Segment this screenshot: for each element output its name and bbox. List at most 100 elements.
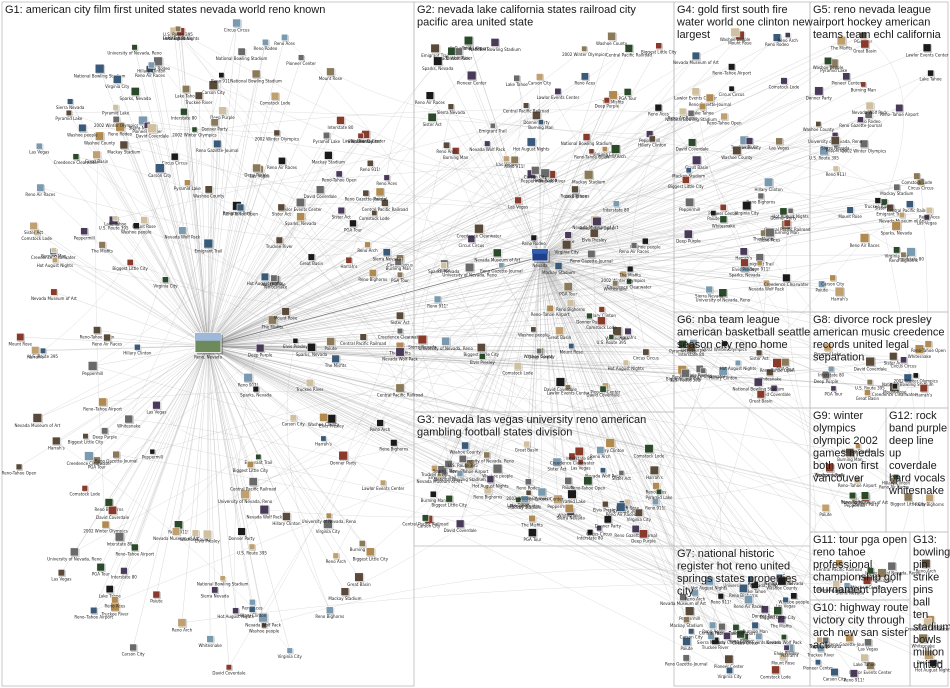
graph-node[interactable]: Harrah's <box>646 465 663 480</box>
graph-node[interactable]: Sparks, Nevada <box>285 212 317 227</box>
graph-node[interactable]: Reno-Tahoe Open <box>570 476 606 491</box>
graph-node[interactable]: Burning Man <box>386 258 412 271</box>
graph-node[interactable]: Great Basin <box>749 390 773 404</box>
graph-node[interactable]: Circus Circus <box>224 18 250 33</box>
graph-node[interactable]: Mackay Stadium <box>841 443 875 455</box>
graph-node[interactable]: Whitesnake <box>911 633 935 648</box>
graph-node[interactable]: 2002 Winter Olympics <box>94 116 138 128</box>
graph-node[interactable]: Reno Gazette-Journal <box>95 450 138 464</box>
graph-node[interactable]: University of Nevada, Reno <box>218 489 273 504</box>
graph-node[interactable]: Sparks, Nevada <box>433 460 465 473</box>
graph-node[interactable]: Deep Purple <box>92 427 117 440</box>
graph-node[interactable]: Lake Tahoe <box>744 581 767 594</box>
graph-node[interactable]: Biggest Little City <box>668 176 704 189</box>
graph-node[interactable]: Circus Circus <box>458 235 484 248</box>
graph-node[interactable]: Sierra Nevada <box>129 115 158 130</box>
graph-node[interactable]: University of Nevada, Reno <box>865 561 920 576</box>
graph-node[interactable]: National Bowling Stadium <box>216 47 268 61</box>
graph-node[interactable]: Nevada Wolf Pack <box>852 101 888 115</box>
graph-node[interactable]: Sister Act <box>24 221 44 235</box>
graph-node[interactable]: Mount Rose <box>838 206 862 219</box>
graph-node[interactable]: PGA Tour <box>824 385 843 397</box>
graph-node[interactable]: Paiute <box>819 504 832 517</box>
graph-node[interactable]: Reno–Tahoe Airport <box>880 104 919 117</box>
graph-node[interactable]: Burning Man <box>41 247 67 259</box>
graph-node[interactable]: Mount Rose <box>9 333 33 346</box>
graph-node[interactable]: The Misfits <box>769 615 792 629</box>
graph-node[interactable]: PGA Tour <box>776 358 795 372</box>
graph-node[interactable]: Elvis Presley <box>283 338 309 349</box>
graph-node[interactable]: Hot August Nights <box>772 207 809 219</box>
graph-node[interactable]: Elvis Presley <box>593 501 618 513</box>
graph-node[interactable]: Sister Act <box>423 112 443 127</box>
graph-node[interactable]: Truckee River <box>806 644 835 657</box>
graph-node[interactable]: Hot August Nights <box>608 359 644 371</box>
graph-node[interactable]: Central Pacific Railroad <box>606 44 653 58</box>
graph-node[interactable]: The Misfits <box>830 36 853 50</box>
graph-node[interactable]: David Coverdale <box>854 356 888 372</box>
graph-node[interactable]: Mackay Stadium <box>312 151 345 165</box>
graph-node[interactable]: University of Nevada, Reno <box>47 547 102 562</box>
graph-node[interactable]: Comstock Lode <box>70 485 101 497</box>
graph-node[interactable]: Reno Arch <box>605 144 626 159</box>
graph-node[interactable]: 2002 Winter Olympics <box>506 489 551 501</box>
graph-node[interactable]: Reno Arch <box>436 141 457 154</box>
graph-node[interactable]: Hot August Nights <box>217 607 254 620</box>
graph-node[interactable]: Reno Rodeo <box>765 33 789 47</box>
graph-node[interactable]: Harrah's <box>620 327 637 340</box>
graph-node[interactable]: Pioneer Center <box>803 659 833 671</box>
graph-node[interactable]: Nevada Museum of Art <box>660 593 706 606</box>
graph-node[interactable]: Emigrant Trail <box>244 453 272 465</box>
graph-node[interactable]: Sister Act <box>390 311 410 325</box>
graph-node[interactable]: Interstate 80 <box>577 529 603 541</box>
graph-node[interactable]: University of Nevada, Reno <box>418 336 473 351</box>
graph-node[interactable]: Central Pacific Railroad <box>887 200 934 214</box>
graph-node[interactable]: Central Pacific Railroad <box>230 477 277 492</box>
graph-node[interactable]: Donner Party <box>201 118 228 132</box>
graph-node[interactable]: Hot August Nights <box>472 475 509 488</box>
graph-node[interactable]: Interstate 80 <box>898 247 924 262</box>
graph-node[interactable]: Reno Bighorns <box>746 192 775 204</box>
graph-node[interactable]: Reno Bighorns <box>358 269 387 282</box>
graph-node[interactable]: Creedence Clearwater <box>681 367 726 379</box>
graph-node[interactable]: Reno Gazette-Journal <box>665 654 708 667</box>
graph-node[interactable]: Reno Aces <box>575 72 596 86</box>
graph-node[interactable]: Biggest Little City <box>353 547 389 562</box>
graph-node[interactable]: Mount Rose <box>132 216 156 229</box>
graph-node[interactable]: Creedence Clearwater <box>550 452 595 465</box>
graph-node[interactable]: Las Vegas <box>508 196 528 209</box>
graph-node[interactable]: Virginia City <box>593 146 618 158</box>
graph-node[interactable]: David Coverdale <box>212 664 246 676</box>
graph-node[interactable]: Circus Circus <box>891 356 917 369</box>
graph-node[interactable]: Peppermill <box>142 448 163 460</box>
graph-node[interactable]: Sparks, Nevada <box>428 262 460 274</box>
graph-node[interactable]: Nevada Wolf Pack <box>748 279 785 291</box>
graph-node[interactable]: Virginia City <box>555 240 580 255</box>
graph-node[interactable]: Las Vegas <box>29 142 49 155</box>
graph-node[interactable]: Lawlor Events Center <box>521 487 564 502</box>
graph-node[interactable]: Hot August Nights <box>513 137 550 152</box>
graph-node[interactable]: Virginia City <box>885 246 910 259</box>
graph-node[interactable]: Reno Bighorns <box>889 251 918 263</box>
graph-node[interactable]: Comstock Lode <box>502 362 534 375</box>
graph-node[interactable]: Washoe County <box>193 185 225 199</box>
graph-node[interactable]: Reno-Tahoe Open <box>2 463 37 475</box>
graph-node[interactable]: Paiute <box>374 187 387 202</box>
graph-node[interactable]: Reno Rodeo <box>533 168 558 183</box>
graph-node[interactable]: Washoe people <box>630 237 661 250</box>
graph-node[interactable]: Pioneer Center <box>714 654 744 669</box>
graph-node[interactable]: Reno 911! <box>844 669 865 683</box>
graph-node[interactable]: Interstate 80 <box>111 567 137 580</box>
graph-node[interactable]: University of Nevada, Reno <box>107 44 162 56</box>
graph-node[interactable]: Paiute <box>150 590 163 604</box>
graph-node[interactable]: Pioneer Center <box>831 72 862 86</box>
graph-node[interactable]: Hillary Clinton <box>238 606 267 618</box>
graph-node[interactable]: Reno Rodeo <box>516 478 541 491</box>
graph-node[interactable]: Elvis Presley <box>774 644 800 656</box>
graph-node[interactable]: Emigrant Trail <box>876 203 904 217</box>
graph-node[interactable]: Elvis Presley <box>195 529 220 544</box>
graph-node[interactable]: Elvis Presley <box>732 258 758 272</box>
graph-node[interactable]: National Bowling Stadium <box>434 470 486 482</box>
graph-node[interactable]: Reno Arch <box>326 552 347 564</box>
graph-node[interactable]: Carson City <box>122 643 146 656</box>
